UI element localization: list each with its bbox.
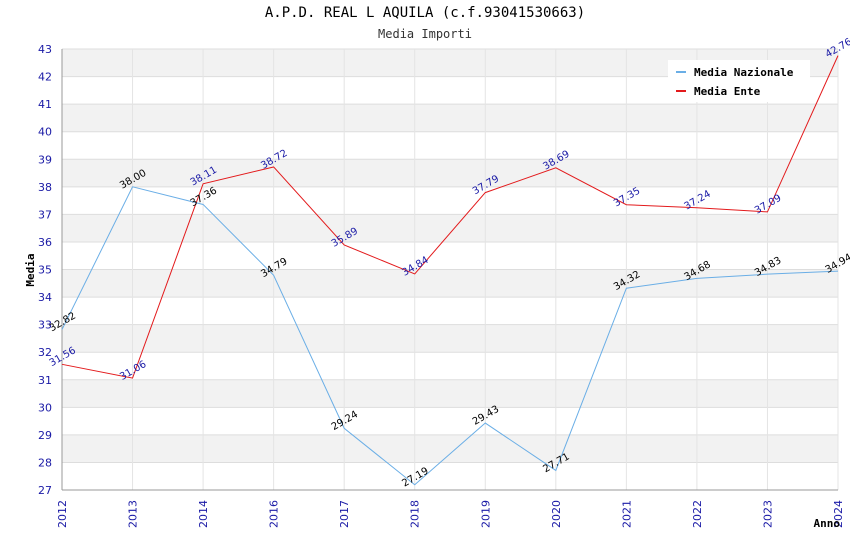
plot-band — [62, 434, 838, 463]
y-tick-label: 39 — [38, 153, 52, 166]
data-label: 27.19 — [400, 466, 430, 490]
legend-item-label: Media Nazionale — [694, 66, 794, 79]
data-label: 37.09 — [753, 193, 783, 217]
data-label: 37.35 — [612, 186, 642, 210]
plot-band — [62, 159, 838, 187]
x-tick-label: 2016 — [268, 500, 281, 528]
x-tick-label: 2014 — [197, 500, 210, 528]
series-line — [61, 55, 839, 379]
y-tick-label: 31 — [38, 374, 52, 387]
y-tick-label: 27 — [38, 484, 52, 497]
x-tick-label: 2020 — [550, 500, 563, 528]
x-tick-label: 2018 — [409, 500, 422, 528]
plot-band — [62, 269, 838, 298]
legend-box — [668, 60, 810, 102]
y-tick-label: 42 — [38, 71, 52, 84]
x-tick-label: 2021 — [620, 500, 633, 528]
y-tick-label: 41 — [38, 98, 52, 111]
y-tick-label: 37 — [38, 208, 52, 221]
plot-band — [62, 379, 838, 408]
plot-band — [62, 324, 838, 353]
plot-band — [62, 104, 838, 132]
data-label: 37.24 — [683, 189, 713, 213]
legend-item-label: Media Ente — [694, 85, 761, 98]
y-tick-label: 33 — [38, 319, 52, 332]
x-tick-label: 2017 — [338, 500, 351, 528]
y-tick-label: 32 — [38, 346, 52, 359]
y-axis-label: Media — [24, 253, 37, 286]
chart-subtitle: Media Importi — [378, 27, 472, 41]
series-lines — [61, 55, 839, 486]
y-tick-label: 43 — [38, 43, 52, 56]
chart-title: A.P.D. REAL L AQUILA (c.f.93041530663) — [264, 5, 586, 21]
x-tick-label: 2023 — [761, 500, 774, 528]
legend: Media Nazionale Media Ente — [668, 60, 810, 102]
x-tick-labels: 2012 2013 2014 2016 2017 2018 2019 2020 2021 2022… — [56, 500, 845, 528]
y-tick-label: 36 — [38, 236, 52, 249]
x-tick-label: 2019 — [479, 500, 492, 528]
x-tick-label: 2024 — [832, 500, 845, 528]
series-line — [61, 186, 839, 486]
y-tick-label: 35 — [38, 264, 52, 277]
y-tick-labels: 27 28 29 30 31 32 33 34 35 36 37 38 39 40 41 42 43 — [38, 43, 52, 497]
y-tick-label: 30 — [38, 401, 52, 414]
plot-band — [62, 214, 838, 242]
y-tick-label: 28 — [38, 456, 52, 469]
y-tick-label: 40 — [38, 126, 52, 139]
axes — [61, 49, 838, 491]
x-axis-label: Anno — [814, 517, 841, 530]
x-tick-label: 2022 — [691, 500, 704, 528]
plot-background-bands — [62, 49, 838, 463]
x-tick-label: 2012 — [56, 500, 69, 528]
y-tick-label: 34 — [38, 291, 52, 304]
y-tick-label: 38 — [38, 181, 52, 194]
gridlines — [61, 48, 839, 491]
x-tick-label: 2013 — [127, 500, 140, 528]
y-tick-label: 29 — [38, 429, 52, 442]
